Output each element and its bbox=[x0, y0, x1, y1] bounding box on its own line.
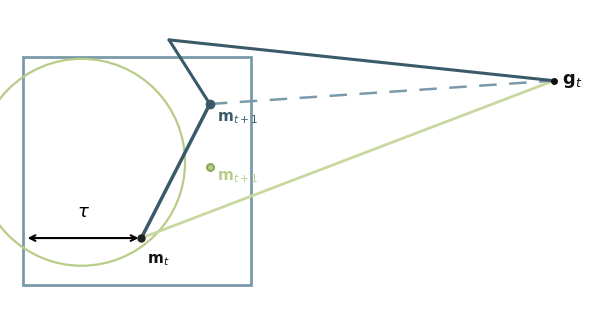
Text: $\mathbf{m}_{t}$: $\mathbf{m}_{t}$ bbox=[147, 253, 170, 268]
Text: $\mathbf{m}_{t+1}$: $\mathbf{m}_{t+1}$ bbox=[217, 170, 258, 185]
Bar bbox=[23, 57, 251, 285]
Text: $\mathbf{g}_{t}$: $\mathbf{g}_{t}$ bbox=[562, 72, 583, 90]
Text: $\mathbf{m}_{t+1}$: $\mathbf{m}_{t+1}$ bbox=[217, 110, 258, 126]
Text: $\tau$: $\tau$ bbox=[76, 202, 89, 221]
